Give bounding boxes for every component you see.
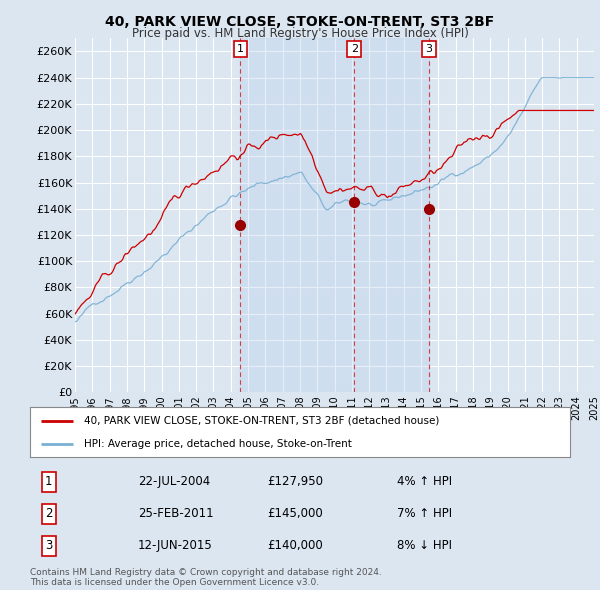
Text: 22-JUL-2004: 22-JUL-2004: [138, 475, 210, 488]
Text: HPI: Average price, detached house, Stoke-on-Trent: HPI: Average price, detached house, Stok…: [84, 439, 352, 449]
Text: 3: 3: [45, 539, 53, 552]
Text: Price paid vs. HM Land Registry's House Price Index (HPI): Price paid vs. HM Land Registry's House …: [131, 27, 469, 40]
Text: 40, PARK VIEW CLOSE, STOKE-ON-TRENT, ST3 2BF: 40, PARK VIEW CLOSE, STOKE-ON-TRENT, ST3…: [106, 15, 494, 29]
Text: 7% ↑ HPI: 7% ↑ HPI: [397, 507, 452, 520]
Text: 25-FEB-2011: 25-FEB-2011: [138, 507, 214, 520]
Text: Contains HM Land Registry data © Crown copyright and database right 2024.
This d: Contains HM Land Registry data © Crown c…: [30, 568, 382, 587]
Text: 2: 2: [351, 44, 358, 54]
Text: 12-JUN-2015: 12-JUN-2015: [138, 539, 213, 552]
Text: 1: 1: [45, 475, 53, 488]
Text: 1: 1: [237, 44, 244, 54]
Text: 40, PARK VIEW CLOSE, STOKE-ON-TRENT, ST3 2BF (detached house): 40, PARK VIEW CLOSE, STOKE-ON-TRENT, ST3…: [84, 415, 439, 425]
Text: 8% ↓ HPI: 8% ↓ HPI: [397, 539, 452, 552]
Text: 2: 2: [45, 507, 53, 520]
Text: 4% ↑ HPI: 4% ↑ HPI: [397, 475, 452, 488]
Bar: [241, 38, 429, 392]
Text: 3: 3: [425, 44, 432, 54]
Text: £140,000: £140,000: [268, 539, 323, 552]
Text: £127,950: £127,950: [268, 475, 323, 488]
Text: £145,000: £145,000: [268, 507, 323, 520]
